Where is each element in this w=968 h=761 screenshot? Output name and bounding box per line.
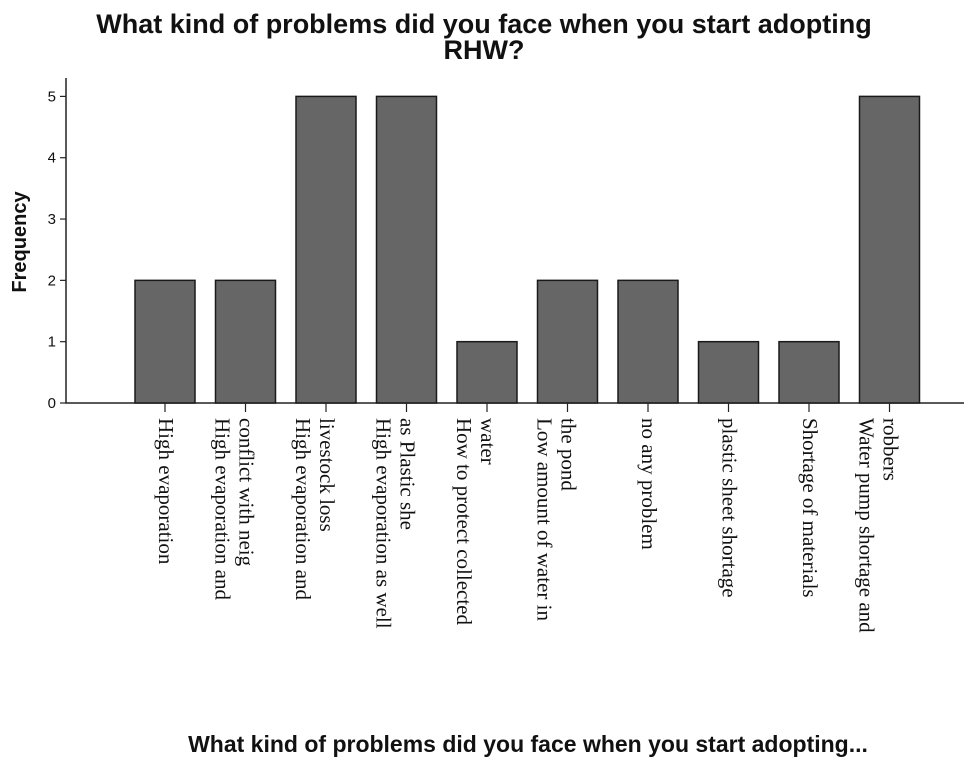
y-tick-label-3: 3 [48,211,56,228]
bar-8 [697,340,760,404]
x-tick-label-4-line-1: High evaporation as well [372,418,396,629]
x-tick-label-8: plastic sheet shortage [718,418,742,598]
x-tick-label-4: High evaporation as well as Plastic she [372,418,420,629]
x-tick-label-3: High evaporation and livestock loss [291,418,339,600]
bar-6 [536,279,599,404]
x-tick-label-5-line-1: How to protect collected [452,418,476,626]
x-tick-label-5: How to protect collected water [452,418,500,626]
y-axis-label: Frequency [9,191,31,293]
plot-area: 0 1 2 3 4 5 High evaporation High evaporation a… [48,78,964,633]
x-tick-label-9-line-1: Shortage of materials [798,418,822,598]
bar-1 [134,279,196,404]
x-tick-label-10-line-1: Water pump shortage and [855,418,879,633]
x-tick-label-2: High evaporation and conflict with neig [211,418,259,600]
x-tick-label-7-line-1: no any problem [637,418,661,550]
x-tick-label-2-line-1: High evaporation and [211,418,235,600]
bar-9 [778,340,840,404]
y-tick-label-1: 1 [48,334,56,351]
x-tick-label-10-line-2: robbers [879,418,903,481]
x-axis-label: What kind of problems did you face when … [188,731,868,757]
x-tick-label-3-line-2: livestock loss [315,418,339,532]
x-tick-label-3-line-1: High evaporation and [291,418,315,600]
x-tick-label-2-line-2: conflict with neig [235,418,259,567]
x-tick-label-8-line-1: plastic sheet shortage [718,418,742,598]
x-tick-label-1: High evaporation [154,418,178,565]
x-tick-label-6-line-1: Low amount of water in [533,418,557,621]
bar-2 [214,279,277,404]
chart-title-line-2: RHW? [444,35,525,65]
y-tick-label-2: 2 [48,272,56,289]
x-tick-label-10: Water pump shortage and robbers [855,418,903,633]
x-tick-label-7: no any problem [637,418,661,550]
chart-title-line-1: What kind of problems did you face when … [96,9,872,39]
y-tick-label-0: 0 [48,395,56,412]
x-tick-label-6: Low amount of water in the pond [533,418,581,621]
x-tick-label-5-line-2: water [476,418,500,465]
y-tick-label-4: 4 [48,150,56,167]
y-tick-label-5: 5 [48,88,56,105]
bar-7 [617,279,679,404]
bar-4 [375,95,438,404]
bar-3 [295,95,357,404]
x-tick-label-9: Shortage of materials [798,418,822,598]
bar-10 [858,95,921,404]
bar-5 [456,340,518,404]
x-tick-label-4-line-2: as Plastic she [396,418,420,530]
x-tick-label-1-line-1: High evaporation [154,418,178,565]
x-tick-label-6-line-2: the pond [557,418,581,491]
